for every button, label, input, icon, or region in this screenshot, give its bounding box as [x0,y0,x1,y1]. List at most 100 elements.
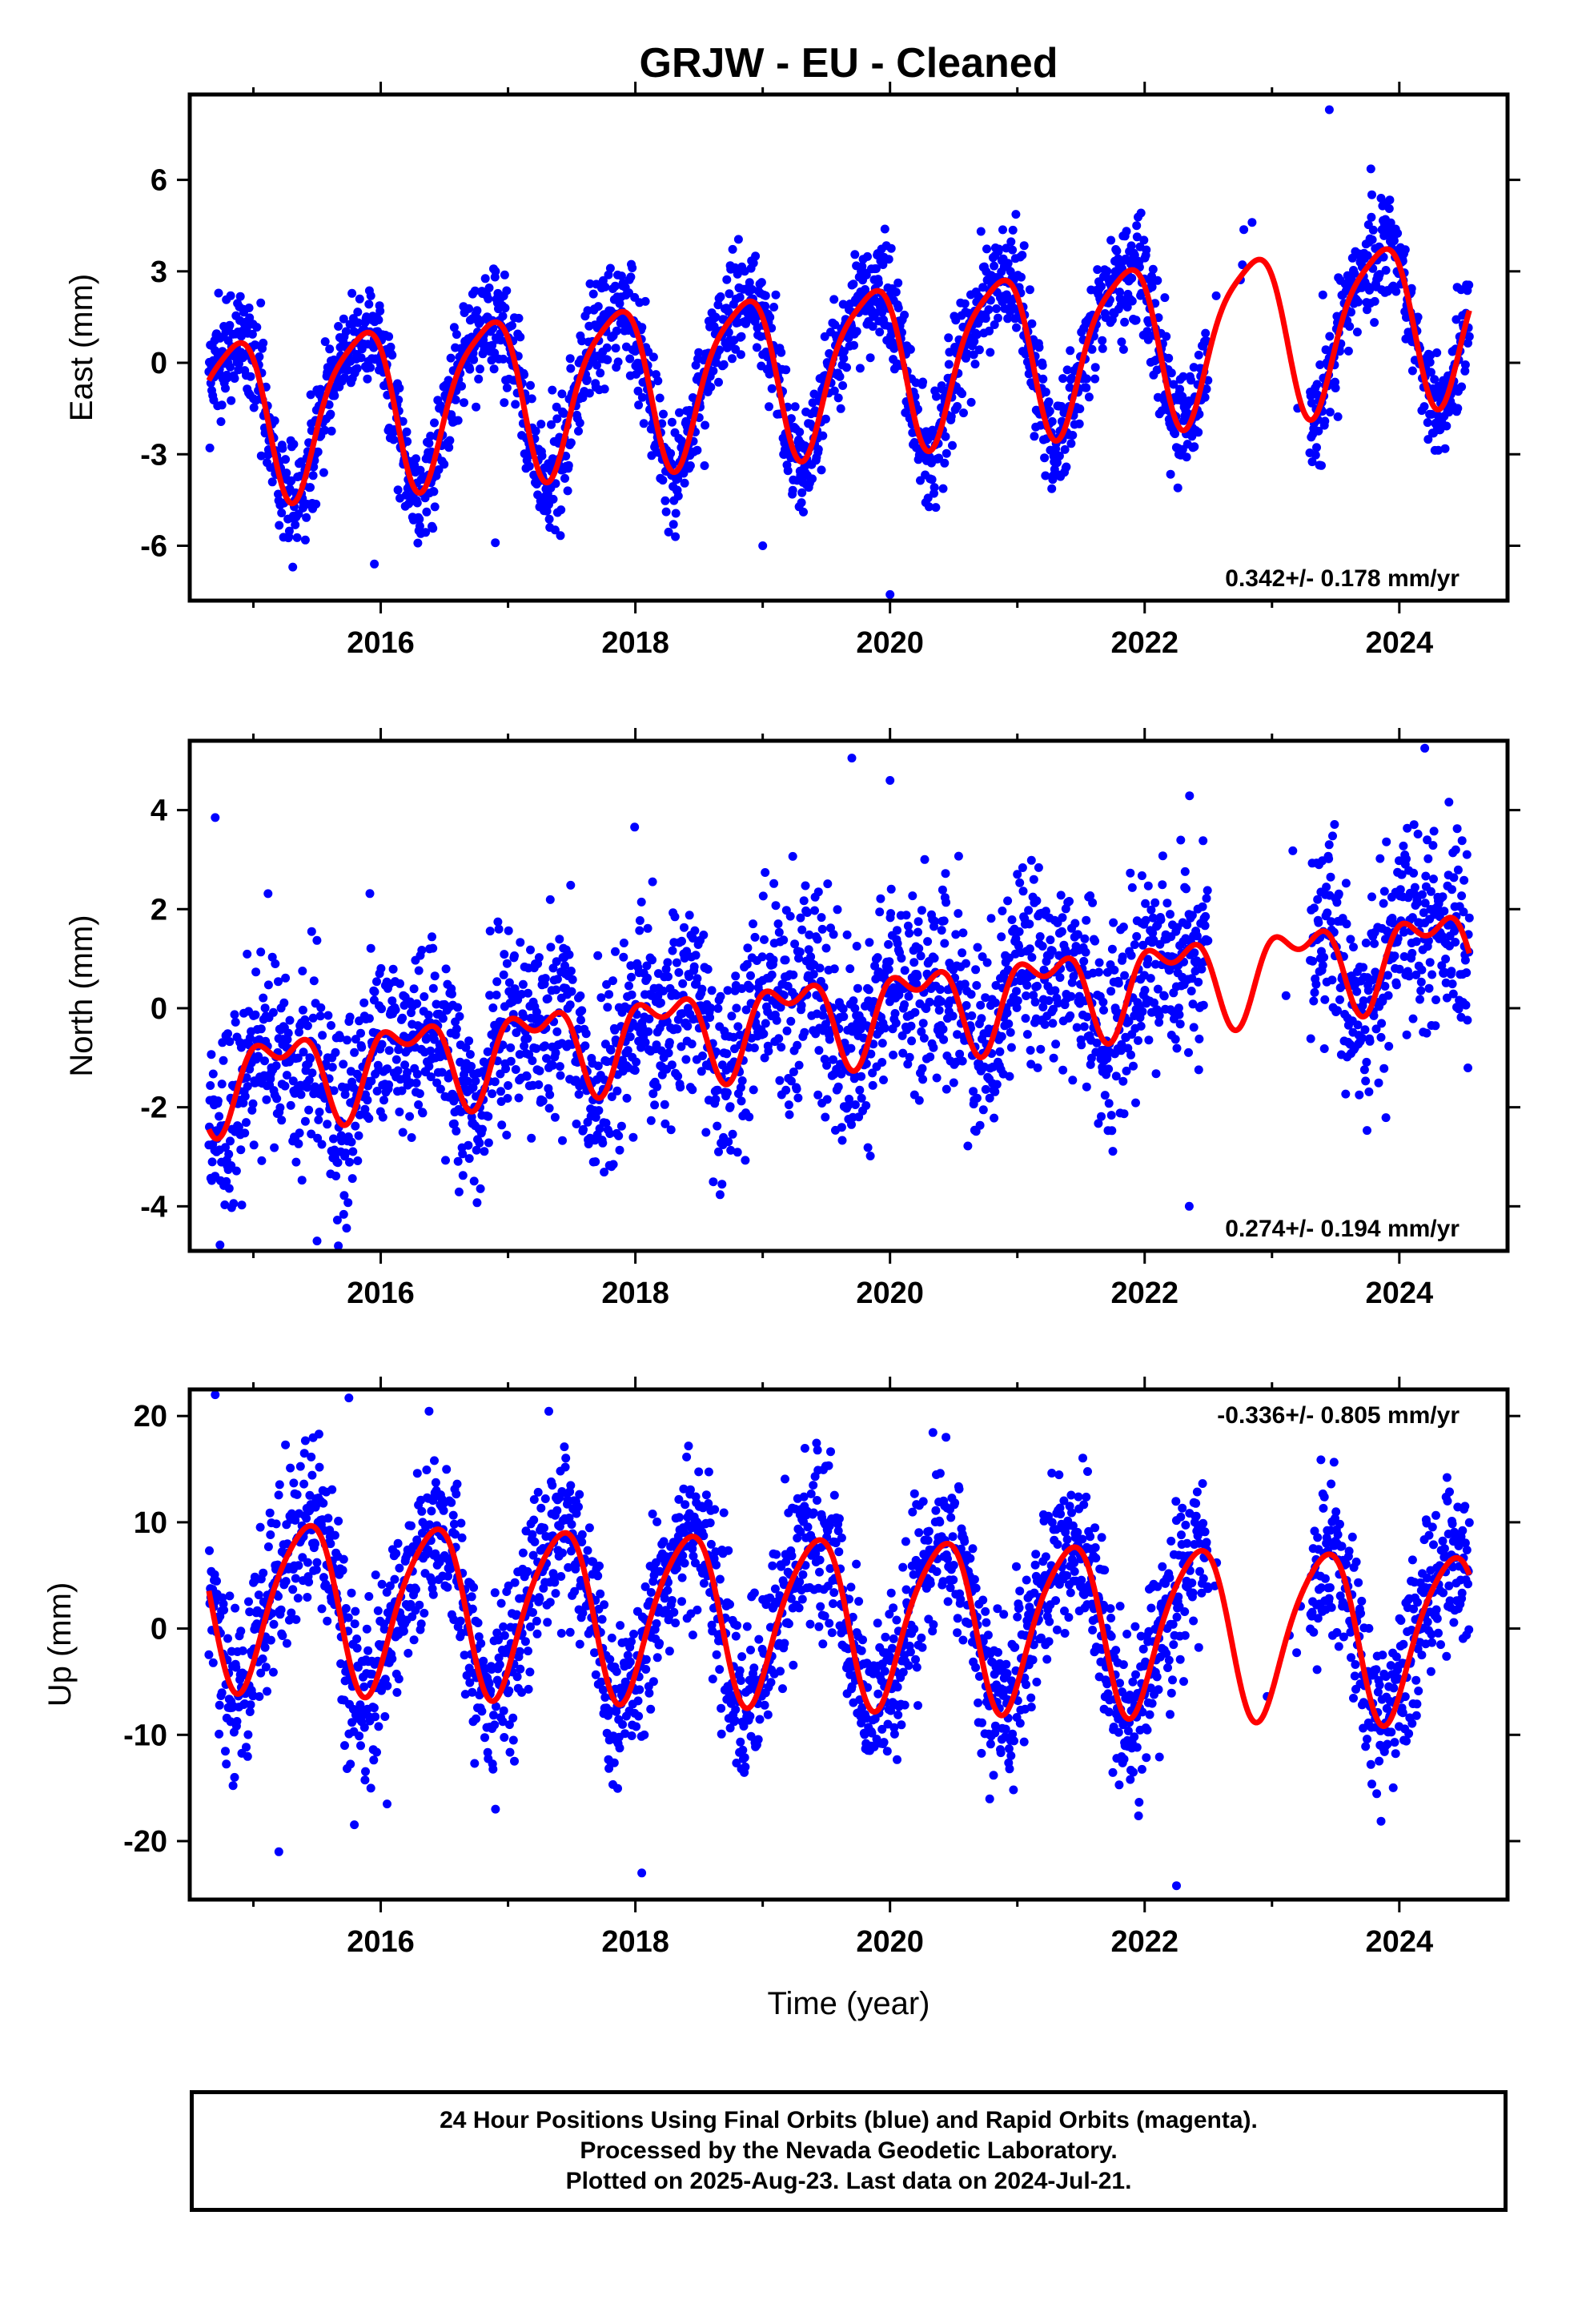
data-point [490,1077,500,1087]
data-point [600,384,609,394]
data-point [453,416,463,425]
data-point [1104,1099,1114,1108]
data-point [673,1024,682,1034]
data-point [769,303,779,312]
data-point [733,1022,743,1031]
data-point [1377,1019,1387,1028]
data-point [1416,977,1426,987]
data-point [1393,228,1403,238]
data-point [566,967,576,975]
data-point [1379,899,1388,908]
data-point [1383,971,1392,980]
data-point [1318,961,1327,970]
data-point [297,1176,307,1185]
data-point [489,364,499,374]
data-point [262,1095,271,1104]
data-point [1118,344,1128,354]
data-point [1156,915,1166,924]
data-point [793,1093,803,1103]
data-point [761,301,770,311]
data-point [372,977,381,987]
data-point [514,1093,524,1103]
data-point [1315,360,1325,369]
data-point [974,345,984,355]
data-point [307,1068,317,1078]
data-point [639,419,648,428]
data-point [256,451,266,460]
data-point [1421,871,1431,881]
data-point [451,395,460,404]
data-point [275,521,284,530]
data-point [430,418,439,428]
data-point [1038,360,1047,370]
data-point [315,1011,325,1021]
data-point [1402,1030,1411,1039]
data-point [306,1054,315,1063]
data-point [405,1112,415,1121]
data-point [1441,955,1451,963]
data-point [230,374,239,383]
data-point [813,935,822,944]
data-point [1424,983,1434,993]
data-point [552,985,561,995]
data-point [1374,1078,1383,1088]
data-point [976,227,986,236]
data-point [711,312,721,322]
data-point [516,938,525,947]
data-point [1194,1065,1203,1075]
data-point [659,409,668,419]
data-point [605,263,615,273]
data-point [994,313,1002,323]
data-point [1098,997,1108,1007]
data-point [1314,426,1323,436]
data-point [982,958,992,967]
data-point [1383,991,1393,1000]
data-point [263,980,273,990]
data-point [215,1240,225,1250]
data-point [475,1138,484,1148]
data-point [502,286,512,296]
data-point [1034,343,1044,352]
data-point [251,967,261,977]
data-point [227,396,236,405]
data-point [1361,939,1371,947]
data-point [666,1125,676,1135]
data-point [256,298,266,308]
data-point [1122,227,1131,236]
data-point [1030,432,1039,441]
data-point [552,1027,562,1036]
data-point [761,291,770,300]
data-point [942,448,951,458]
data-point [350,1047,359,1057]
data-point [742,316,752,326]
data-point [934,1006,944,1015]
data-point [771,290,781,300]
data-point [680,478,689,488]
data-point [523,1034,532,1043]
data-point [1320,416,1330,426]
data-point [644,1027,653,1036]
data-point [602,343,612,352]
data-point [1186,376,1196,385]
data-point [765,312,775,322]
data-point [757,952,767,962]
data-point [822,1095,832,1104]
data-point [1417,965,1427,975]
data-point [1032,896,1042,906]
data-point [698,1051,707,1060]
data-point [527,394,536,404]
data-point [522,1072,532,1081]
data-point [752,343,761,352]
data-point [465,364,475,374]
data-point [1352,987,1362,996]
data-point [1413,898,1422,907]
data-point [343,365,353,375]
data-point [375,306,385,316]
data-point [1126,241,1136,251]
data-point [1431,995,1440,1004]
data-point [886,909,896,919]
data-point [317,1140,327,1149]
data-point [1003,314,1013,324]
data-point [494,924,504,934]
data-point [808,398,817,408]
